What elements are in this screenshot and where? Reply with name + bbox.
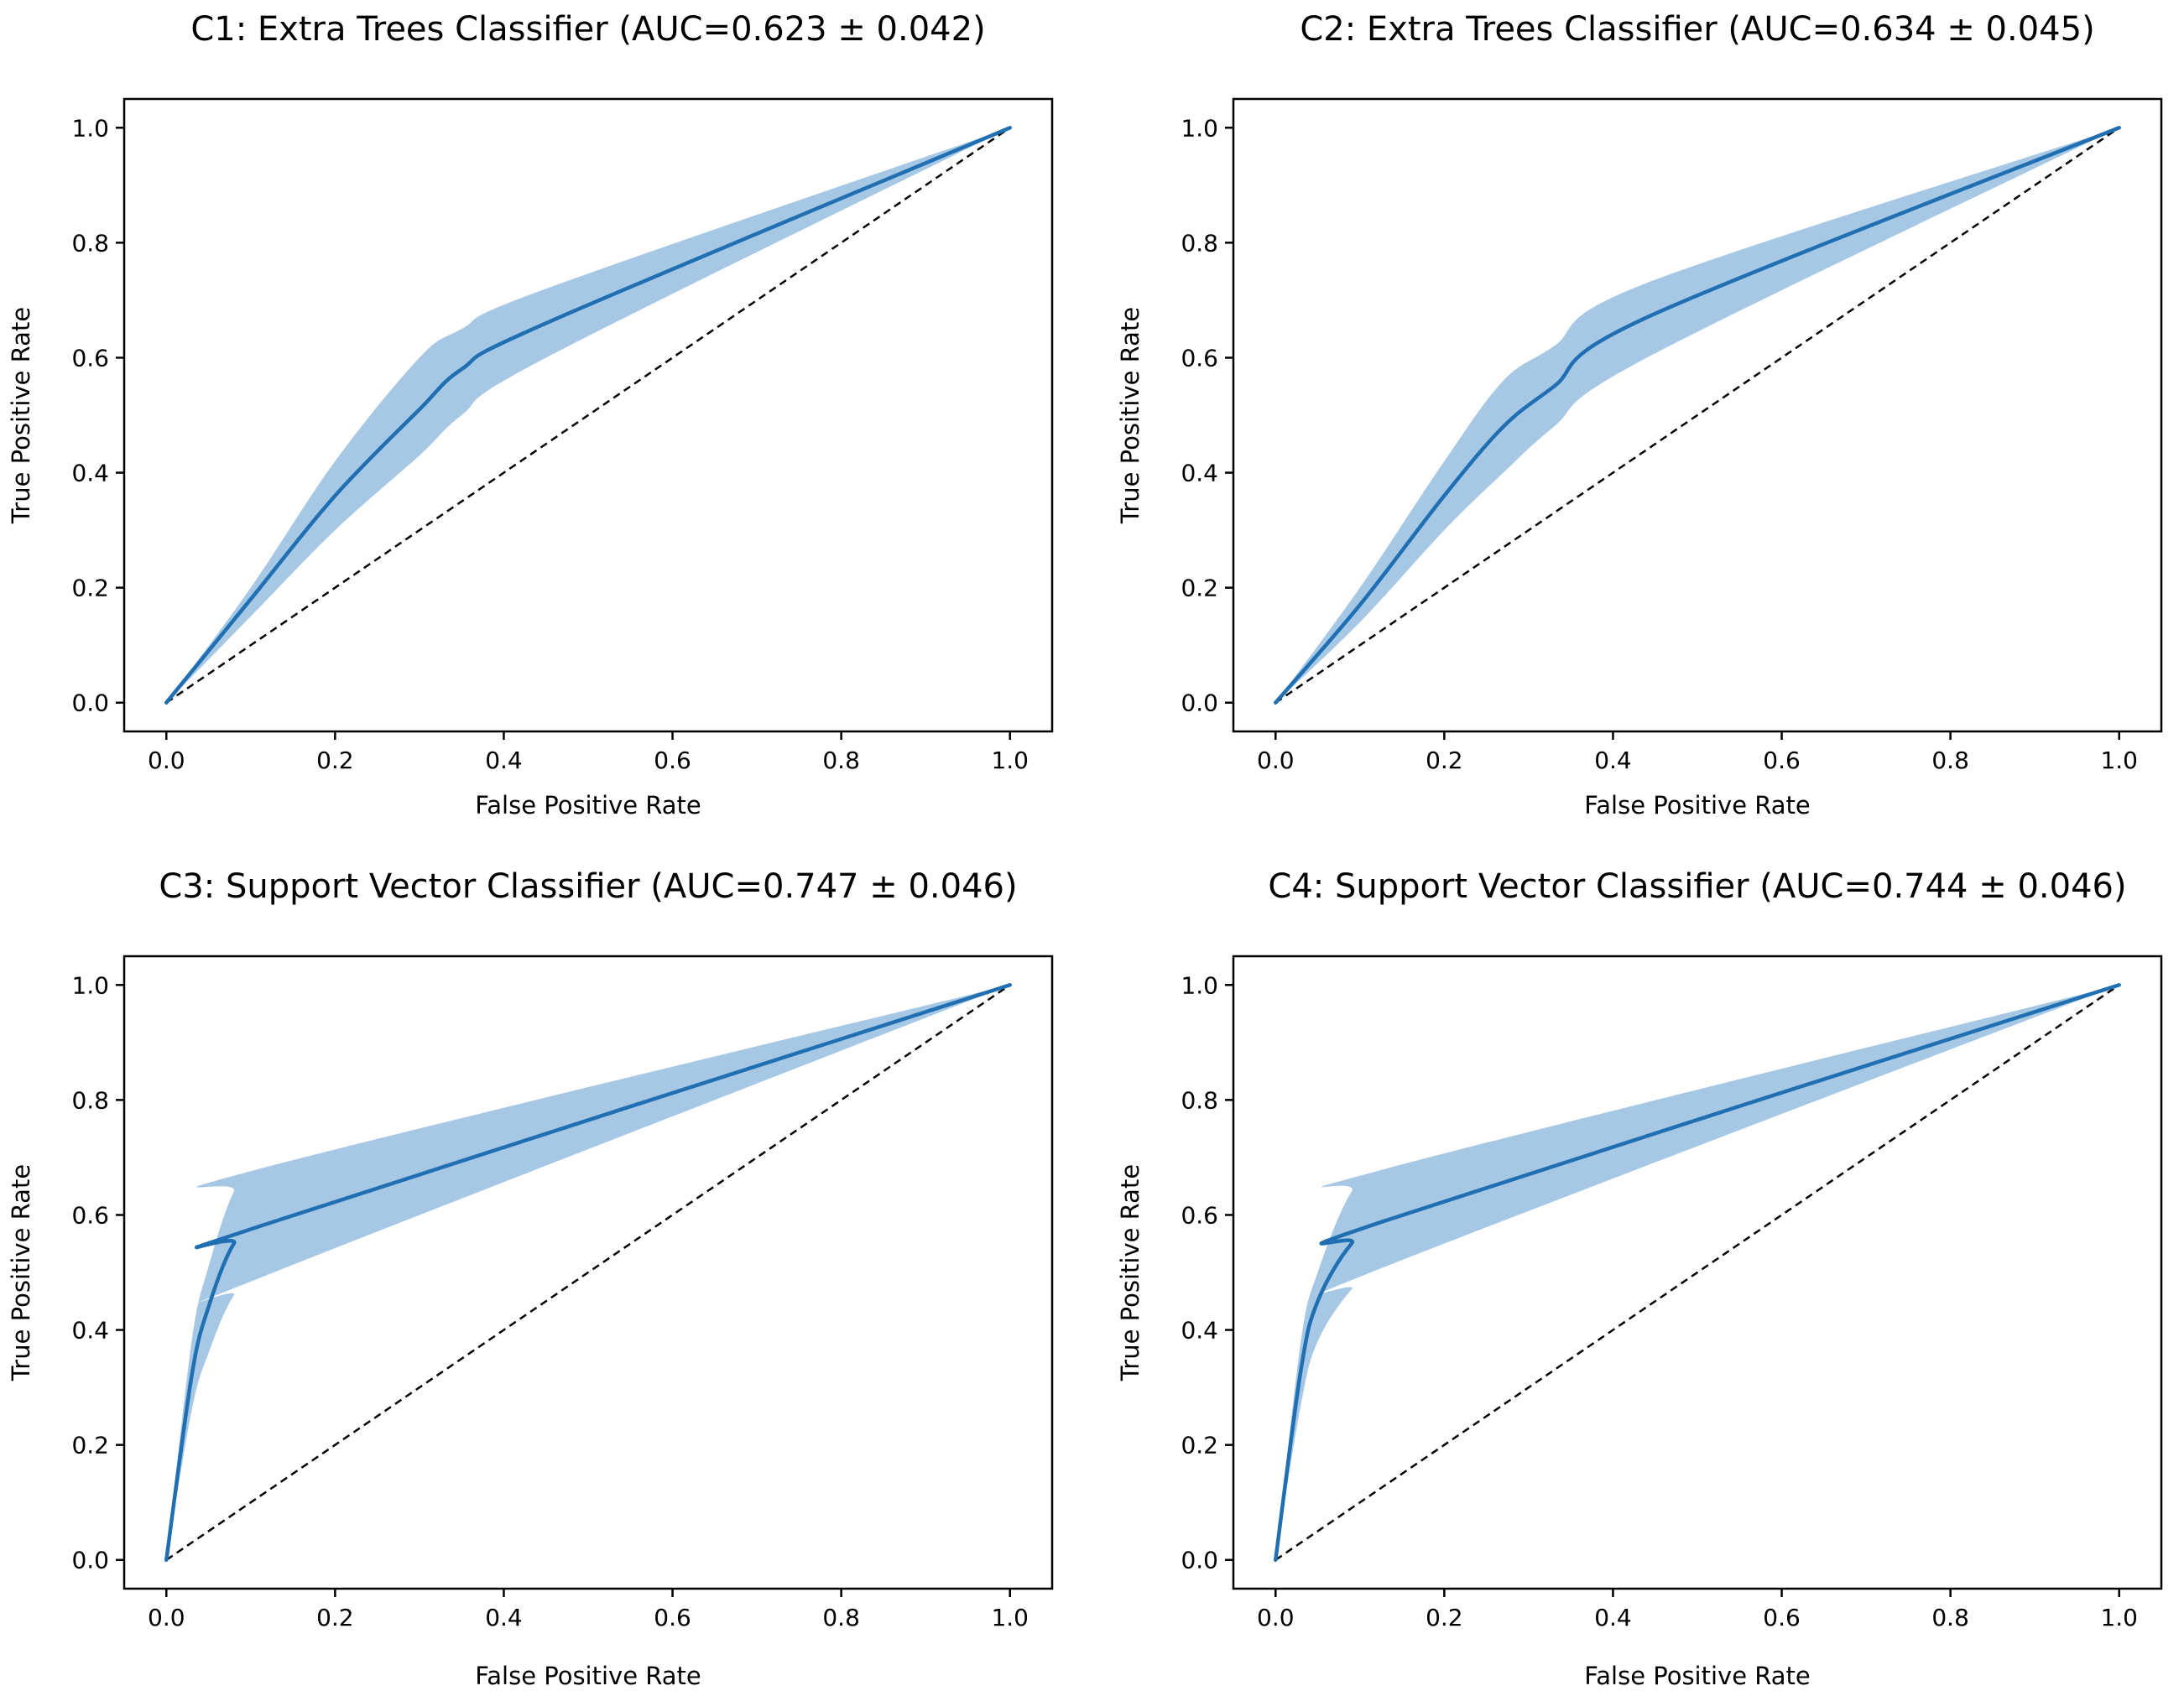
y-axis-label: True Positive Rate bbox=[1116, 1164, 1144, 1381]
x-tick-label: 0.8 bbox=[822, 1604, 860, 1631]
confidence-band bbox=[166, 985, 1010, 1560]
y-tick-label: 0.6 bbox=[1181, 344, 1218, 372]
y-tick-label: 0.0 bbox=[1181, 1547, 1218, 1574]
x-tick-label: 0.0 bbox=[1257, 1604, 1295, 1631]
chance-line bbox=[1274, 127, 2120, 704]
x-tick-label: 0.6 bbox=[654, 747, 691, 774]
x-axis-label: False Positive Rate bbox=[475, 1662, 701, 1690]
x-tick-label: 0.0 bbox=[148, 1604, 185, 1631]
mean-roc-line bbox=[1274, 983, 2121, 1562]
x-axis-label: False Positive Rate bbox=[1584, 1662, 1811, 1690]
chance-line bbox=[165, 984, 1011, 1561]
panel-c1: C1: Extra Trees Classifier (AUC=0.623 ± … bbox=[7, 10, 1054, 819]
x-tick-label: 0.6 bbox=[1763, 1604, 1801, 1631]
chart-title: C4: Support Vector Classifier (AUC=0.744… bbox=[1268, 867, 2126, 906]
x-tick-label: 0.2 bbox=[1426, 1604, 1463, 1631]
y-tick-label: 0.6 bbox=[71, 344, 109, 372]
x-tick-label: 0.2 bbox=[316, 1604, 354, 1631]
chart-title: C3: Support Vector Classifier (AUC=0.747… bbox=[159, 867, 1017, 906]
y-tick-label: 0.8 bbox=[71, 1086, 109, 1114]
x-tick-label: 1.0 bbox=[2100, 1604, 2138, 1631]
y-tick-label: 0.8 bbox=[1181, 1086, 1218, 1114]
y-axis-label: True Positive Rate bbox=[7, 1164, 35, 1381]
x-tick-label: 0.8 bbox=[822, 747, 860, 774]
x-axis-label: False Positive Rate bbox=[475, 791, 701, 819]
x-tick-label: 0.8 bbox=[1931, 747, 1969, 774]
y-tick-label: 0.8 bbox=[1181, 229, 1218, 257]
panel-c2: C2: Extra Trees Classifier (AUC=0.634 ± … bbox=[1116, 10, 2163, 819]
confidence-band bbox=[1275, 985, 2119, 1560]
chart-title: C1: Extra Trees Classifier (AUC=0.623 ± … bbox=[190, 10, 985, 49]
x-tick-label: 0.2 bbox=[1426, 747, 1463, 774]
y-tick-label: 0.0 bbox=[71, 1547, 109, 1574]
x-tick-label: 0.6 bbox=[1763, 747, 1801, 774]
chance-line bbox=[165, 127, 1011, 704]
y-tick-label: 0.2 bbox=[1181, 575, 1218, 602]
y-tick-label: 0.2 bbox=[1181, 1432, 1218, 1459]
x-tick-label: 0.4 bbox=[485, 747, 523, 774]
x-tick-label: 1.0 bbox=[991, 747, 1029, 774]
y-tick-label: 0.4 bbox=[71, 460, 109, 487]
y-tick-label: 0.0 bbox=[71, 689, 109, 717]
y-tick-label: 0.6 bbox=[71, 1201, 109, 1229]
panel-c4: C4: Support Vector Classifier (AUC=0.744… bbox=[1116, 867, 2163, 1690]
plot-frame bbox=[122, 955, 1054, 1590]
x-tick-label: 1.0 bbox=[2100, 747, 2138, 774]
x-tick-label: 0.2 bbox=[316, 747, 354, 774]
mean-roc-line bbox=[164, 983, 1012, 1562]
x-tick-label: 0.4 bbox=[1594, 1604, 1632, 1631]
y-tick-label: 0.4 bbox=[1181, 460, 1218, 487]
mean-roc-line bbox=[1274, 126, 2121, 705]
y-tick-label: 0.2 bbox=[71, 1432, 109, 1459]
y-tick-label: 1.0 bbox=[71, 971, 109, 999]
chance-line bbox=[1274, 984, 2120, 1561]
mean-roc-line bbox=[164, 126, 1012, 705]
x-axis-label: False Positive Rate bbox=[1584, 791, 1811, 819]
y-tick-label: 0.4 bbox=[1181, 1317, 1218, 1345]
y-tick-label: 0.0 bbox=[1181, 689, 1218, 717]
panel-c3: C3: Support Vector Classifier (AUC=0.747… bbox=[7, 867, 1054, 1690]
x-tick-label: 0.8 bbox=[1931, 1604, 1969, 1631]
y-tick-label: 1.0 bbox=[71, 114, 109, 142]
y-axis-label: True Positive Rate bbox=[7, 307, 35, 524]
y-tick-label: 0.4 bbox=[71, 1317, 109, 1345]
x-tick-label: 1.0 bbox=[991, 1604, 1029, 1631]
x-tick-label: 0.6 bbox=[654, 1604, 691, 1631]
y-tick-label: 0.2 bbox=[71, 575, 109, 602]
y-tick-label: 1.0 bbox=[1181, 971, 1218, 999]
plot-frame bbox=[1232, 955, 2163, 1590]
y-axis-label: True Positive Rate bbox=[1116, 307, 1144, 524]
y-tick-label: 0.6 bbox=[1181, 1201, 1218, 1229]
x-tick-label: 0.4 bbox=[485, 1604, 523, 1631]
x-tick-label: 0.4 bbox=[1594, 747, 1632, 774]
y-tick-label: 0.8 bbox=[71, 229, 109, 257]
plot-frame bbox=[1232, 97, 2163, 733]
x-tick-label: 0.0 bbox=[1257, 747, 1295, 774]
plot-frame bbox=[122, 97, 1054, 733]
y-tick-label: 1.0 bbox=[1181, 114, 1218, 142]
chart-title: C2: Extra Trees Classifier (AUC=0.634 ± … bbox=[1300, 10, 2094, 49]
x-tick-label: 0.0 bbox=[148, 747, 185, 774]
